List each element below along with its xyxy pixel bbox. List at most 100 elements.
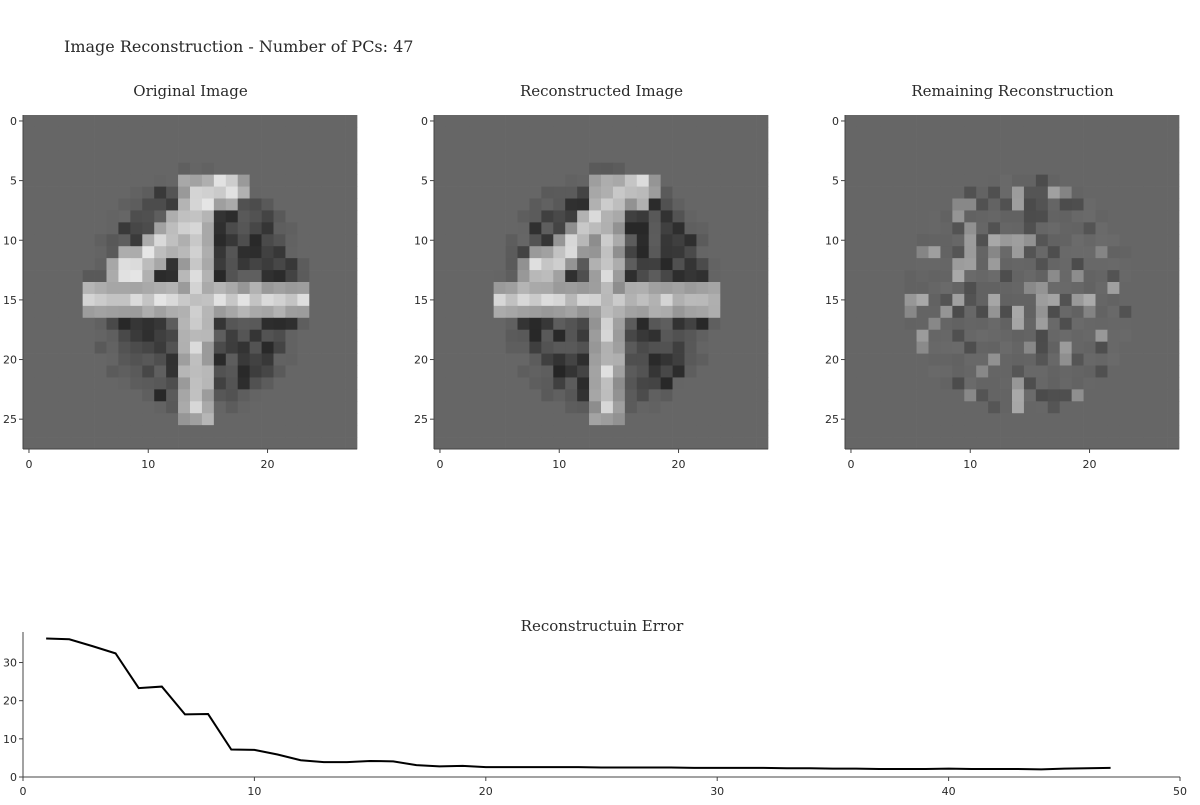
heatmap-cell [541,258,553,270]
heatmap-cell [1167,199,1179,211]
heatmap-cell [1072,330,1084,342]
heatmap-cell [577,199,589,211]
heatmap-cell [250,210,262,222]
heatmap-cell [952,282,964,294]
heatmap-cell [285,234,297,246]
heatmap-cell [929,330,941,342]
heatmap-cell [1143,163,1155,175]
heatmap-cell [756,366,768,378]
heatmap-cell [553,199,565,211]
heatmap-cell [601,246,613,258]
heatmap-cell [238,210,250,222]
heatmap-cell [881,234,893,246]
heatmap-cell [107,294,119,306]
heatmap-cell [529,163,541,175]
heatmap-cell [845,425,857,437]
heatmap-cell [1048,163,1060,175]
heatmap-cell [1084,151,1096,163]
heatmap-cell [333,175,345,187]
heatmap-cell [178,282,190,294]
heatmap-cell [482,115,494,127]
heatmap-cell [988,354,1000,366]
heatmap-cell [107,318,119,330]
heatmap-cell [661,318,673,330]
heatmap-cell [166,151,178,163]
heatmap-cell [1012,234,1024,246]
heatmap-cell [929,115,941,127]
heatmap-cell [166,330,178,342]
heatmap-cell [446,377,458,389]
heatmap-cell [1096,127,1108,139]
heatmap-cell [178,270,190,282]
heatmap-cell [649,366,661,378]
heatmap-cell [577,366,589,378]
heatmap-cell [565,306,577,318]
heatmap-cell [1036,437,1048,449]
heatmap-cell [1084,258,1096,270]
heatmap-cell [565,413,577,425]
heatmap-cell [518,413,530,425]
heatmap-cell [83,306,95,318]
heatmap-cell [905,401,917,413]
heatmap-cell [720,270,732,282]
heatmap-cell [494,377,506,389]
heatmap-cell [482,437,494,449]
heatmap-cell [118,425,130,437]
heatmap-cell [613,234,625,246]
heatmap-cell [47,377,59,389]
heatmap-cell [1084,425,1096,437]
heatmap-cell [482,234,494,246]
heatmap-cell [130,163,142,175]
heatmap-cell [262,377,274,389]
heatmap-cell [1036,139,1048,151]
heatmap-cell [929,294,941,306]
heatmap-cell [118,270,130,282]
heatmap-cell [250,354,262,366]
heatmap-cell [637,246,649,258]
heatmap-cell [95,199,107,211]
heatmap-cell [130,270,142,282]
heatmap-cell [107,306,119,318]
heatmap-cell [262,318,274,330]
heatmap-cell [142,270,154,282]
heatmap-cell [1084,282,1096,294]
heatmap-cell [696,127,708,139]
heatmap-cell [446,199,458,211]
heatmap-cell [541,354,553,366]
heatmap-cell [565,270,577,282]
heatmap-cell [577,127,589,139]
heatmap-cell [345,175,357,187]
heatmap-cell [190,151,202,163]
heatmap-cell [696,222,708,234]
heatmap-cell [613,151,625,163]
heatmap-cell [756,342,768,354]
heatmap-cell [637,318,649,330]
heatmap-cell [71,366,83,378]
y-tick-label: 10 [3,234,17,247]
heatmap-cell [95,163,107,175]
heatmap-cell [47,258,59,270]
heatmap-cell [649,127,661,139]
heatmap-cell [673,401,685,413]
heatmap-cell [1024,366,1036,378]
heatmap-cell [506,366,518,378]
heatmap-cell [1096,246,1108,258]
heatmap-cell [696,377,708,389]
heatmap-cell [309,246,321,258]
heatmap-cell [1143,270,1155,282]
figure-title: Image Reconstruction - Number of PCs: 47 [64,37,413,56]
heatmap-cell [1012,306,1024,318]
heatmap-cell [929,270,941,282]
heatmap-cell [166,282,178,294]
heatmap-cell [482,175,494,187]
heatmap-cell [154,222,166,234]
heatmap-cell [83,151,95,163]
heatmap-cell [142,187,154,199]
heatmap-cell [23,318,35,330]
heatmap-cell [130,306,142,318]
heatmap-cell [458,246,470,258]
heatmap-cell [1107,366,1119,378]
heatmap-cell [940,389,952,401]
heatmap-cell [333,222,345,234]
heatmap-cell [577,354,589,366]
